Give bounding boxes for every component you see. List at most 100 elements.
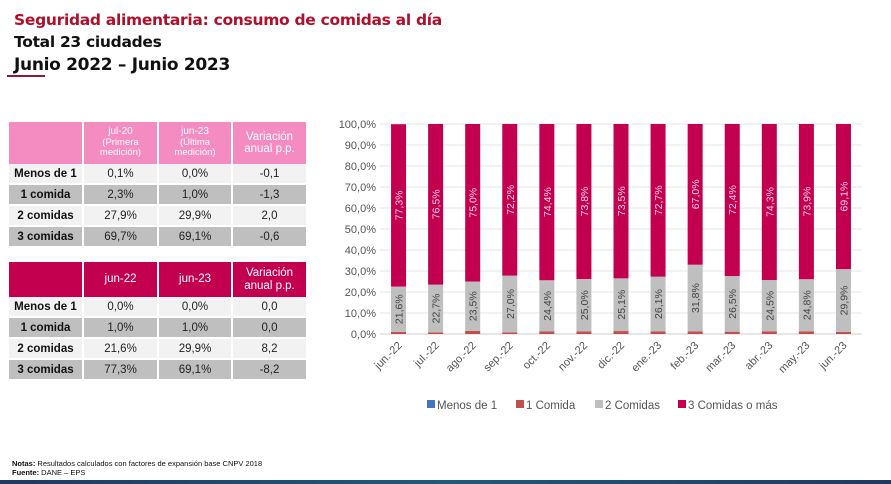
data-label: 69,1% (838, 182, 850, 212)
bar-segment (835, 124, 851, 270)
legend-label: 2 Comidas (605, 400, 660, 412)
cell-value: 27,9% (82, 205, 158, 227)
table-row: 2 comidas 21,6% 29,9% 8,2 (7, 338, 306, 360)
data-label: 74,4% (542, 187, 554, 217)
cell-value: 1,0% (82, 317, 158, 339)
bar-segment (687, 331, 703, 334)
bar-segment (798, 279, 814, 332)
bar-segment (761, 331, 777, 334)
cell-value: 21,6% (82, 338, 158, 360)
cell-value: 29,9% (157, 205, 232, 227)
data-label: 27,0% (505, 289, 517, 319)
y-tick-label: 0,0% (351, 329, 376, 341)
bar-segment (391, 124, 407, 287)
header-sub: (Primera medición) (99, 136, 142, 159)
bar-segment (724, 276, 740, 332)
cell-value: 2,0 (231, 205, 306, 227)
bar-segment (613, 331, 629, 334)
data-label: 25,1% (616, 290, 628, 320)
legend-item: Menos de 1 (427, 400, 497, 412)
bottom-bar (0, 480, 891, 484)
table-row: 2 comidas 27,9% 29,9% 2,0 (7, 205, 306, 227)
y-tick-label: 30,0% (345, 266, 376, 278)
y-tick-label: 50,0% (345, 224, 376, 236)
data-label: 26,5% (727, 289, 739, 319)
data-label: 21,6% (394, 294, 406, 324)
bar-segment (428, 124, 444, 285)
cell-value: 69,7% (82, 226, 158, 248)
cell-value: 29,9% (157, 338, 232, 360)
legend-label: 1 Comida (526, 400, 576, 412)
notes: Notas: Resultados calculados con factore… (12, 459, 262, 477)
bar-segment (724, 124, 740, 277)
bar-segment (539, 280, 555, 332)
data-label: 29,9% (838, 286, 850, 316)
table-annual: jun-22 jun-23 Variación anual p.p. Menos… (7, 262, 306, 381)
data-label: 77,3% (394, 190, 406, 220)
cell-value: 0,0 (231, 317, 306, 339)
cell-value: 1,0% (157, 317, 232, 339)
stacked-bar-chart: 0,0% 10,0% 20,0% 30,0% 40,0% 50,0% 60,0% 70,0% 8… (339, 119, 862, 412)
cell-value: 0,0% (157, 297, 232, 318)
bar-segment (576, 278, 592, 332)
bar-segment (576, 124, 592, 279)
header-empty (7, 122, 83, 164)
legend-label: Menos de 1 (437, 400, 497, 412)
header-sub: (Última medición) (174, 136, 216, 159)
bar-segment (502, 332, 518, 334)
legend-swatch (678, 400, 686, 408)
header-main: jul-20 (108, 126, 133, 138)
bar-segment (650, 124, 666, 277)
bar-segment (761, 280, 777, 332)
page-subtitle: Total 23 ciudades (14, 33, 162, 51)
data-label: 67,0% (690, 179, 702, 209)
data-label: 25,0% (579, 290, 591, 320)
header-col: Variación anual p.p. (231, 262, 306, 297)
bar-segment (465, 124, 481, 282)
bar-segment (761, 124, 777, 281)
bar-segment (835, 331, 851, 334)
data-label: 24,8% (801, 290, 813, 320)
x-tick-label: may.-23 (776, 340, 812, 376)
header-empty (7, 262, 83, 297)
row-label: 2 comidas (7, 338, 83, 360)
bar-segment (391, 286, 407, 332)
period: Junio 2022 – Junio 2023 (14, 55, 230, 75)
bar-segment (650, 331, 666, 334)
y-tick-label: 70,0% (345, 182, 376, 194)
page-title: Seguridad alimentaria: consumo de comida… (14, 11, 442, 29)
bar-segment (391, 331, 407, 334)
data-label: 73,8% (579, 187, 591, 217)
bar-segment (576, 331, 592, 334)
legend-swatch (595, 400, 603, 408)
table-row: Menos de 1 0,1% 0,0% -0,1 (7, 164, 306, 185)
source-label: Fuente: (12, 468, 40, 477)
table-row: Menos de 1 0,0% 0,0% 0,0 (7, 297, 306, 318)
x-tick-label: sep.-22 (481, 340, 515, 374)
bar-segment (798, 124, 814, 280)
row-label: Menos de 1 (7, 164, 83, 185)
table-row: 3 comidas 77,3% 69,1% -8,2 (7, 359, 306, 381)
data-label: 74,3% (764, 187, 776, 217)
bar-segment (798, 331, 814, 334)
header-col: jun-23 (Última medición) (157, 122, 232, 164)
data-label: 75,0% (468, 188, 480, 218)
bar-segment (687, 264, 703, 332)
legend-item: 3 Comidas o más (678, 400, 778, 412)
bar-segment (650, 276, 666, 332)
bar-segment (835, 269, 851, 332)
title-underline (7, 75, 45, 77)
y-tick-label: 40,0% (345, 245, 376, 257)
header-col: jun-23 (157, 262, 232, 297)
header-col: Variación anual p.p. (231, 122, 306, 164)
cell-value: 0,0% (157, 164, 232, 185)
cell-value: 0,0% (82, 297, 158, 318)
x-tick-label: feb.-23 (669, 340, 702, 373)
cell-value: 2,3% (82, 184, 158, 206)
source-text: DANE – EPS (39, 468, 86, 477)
data-label: 72,2% (505, 185, 517, 215)
y-tick-label: 10,0% (345, 308, 376, 320)
bar-segment (613, 278, 629, 332)
bar-segment (428, 284, 444, 333)
legend-item: 1 Comida (516, 400, 576, 412)
